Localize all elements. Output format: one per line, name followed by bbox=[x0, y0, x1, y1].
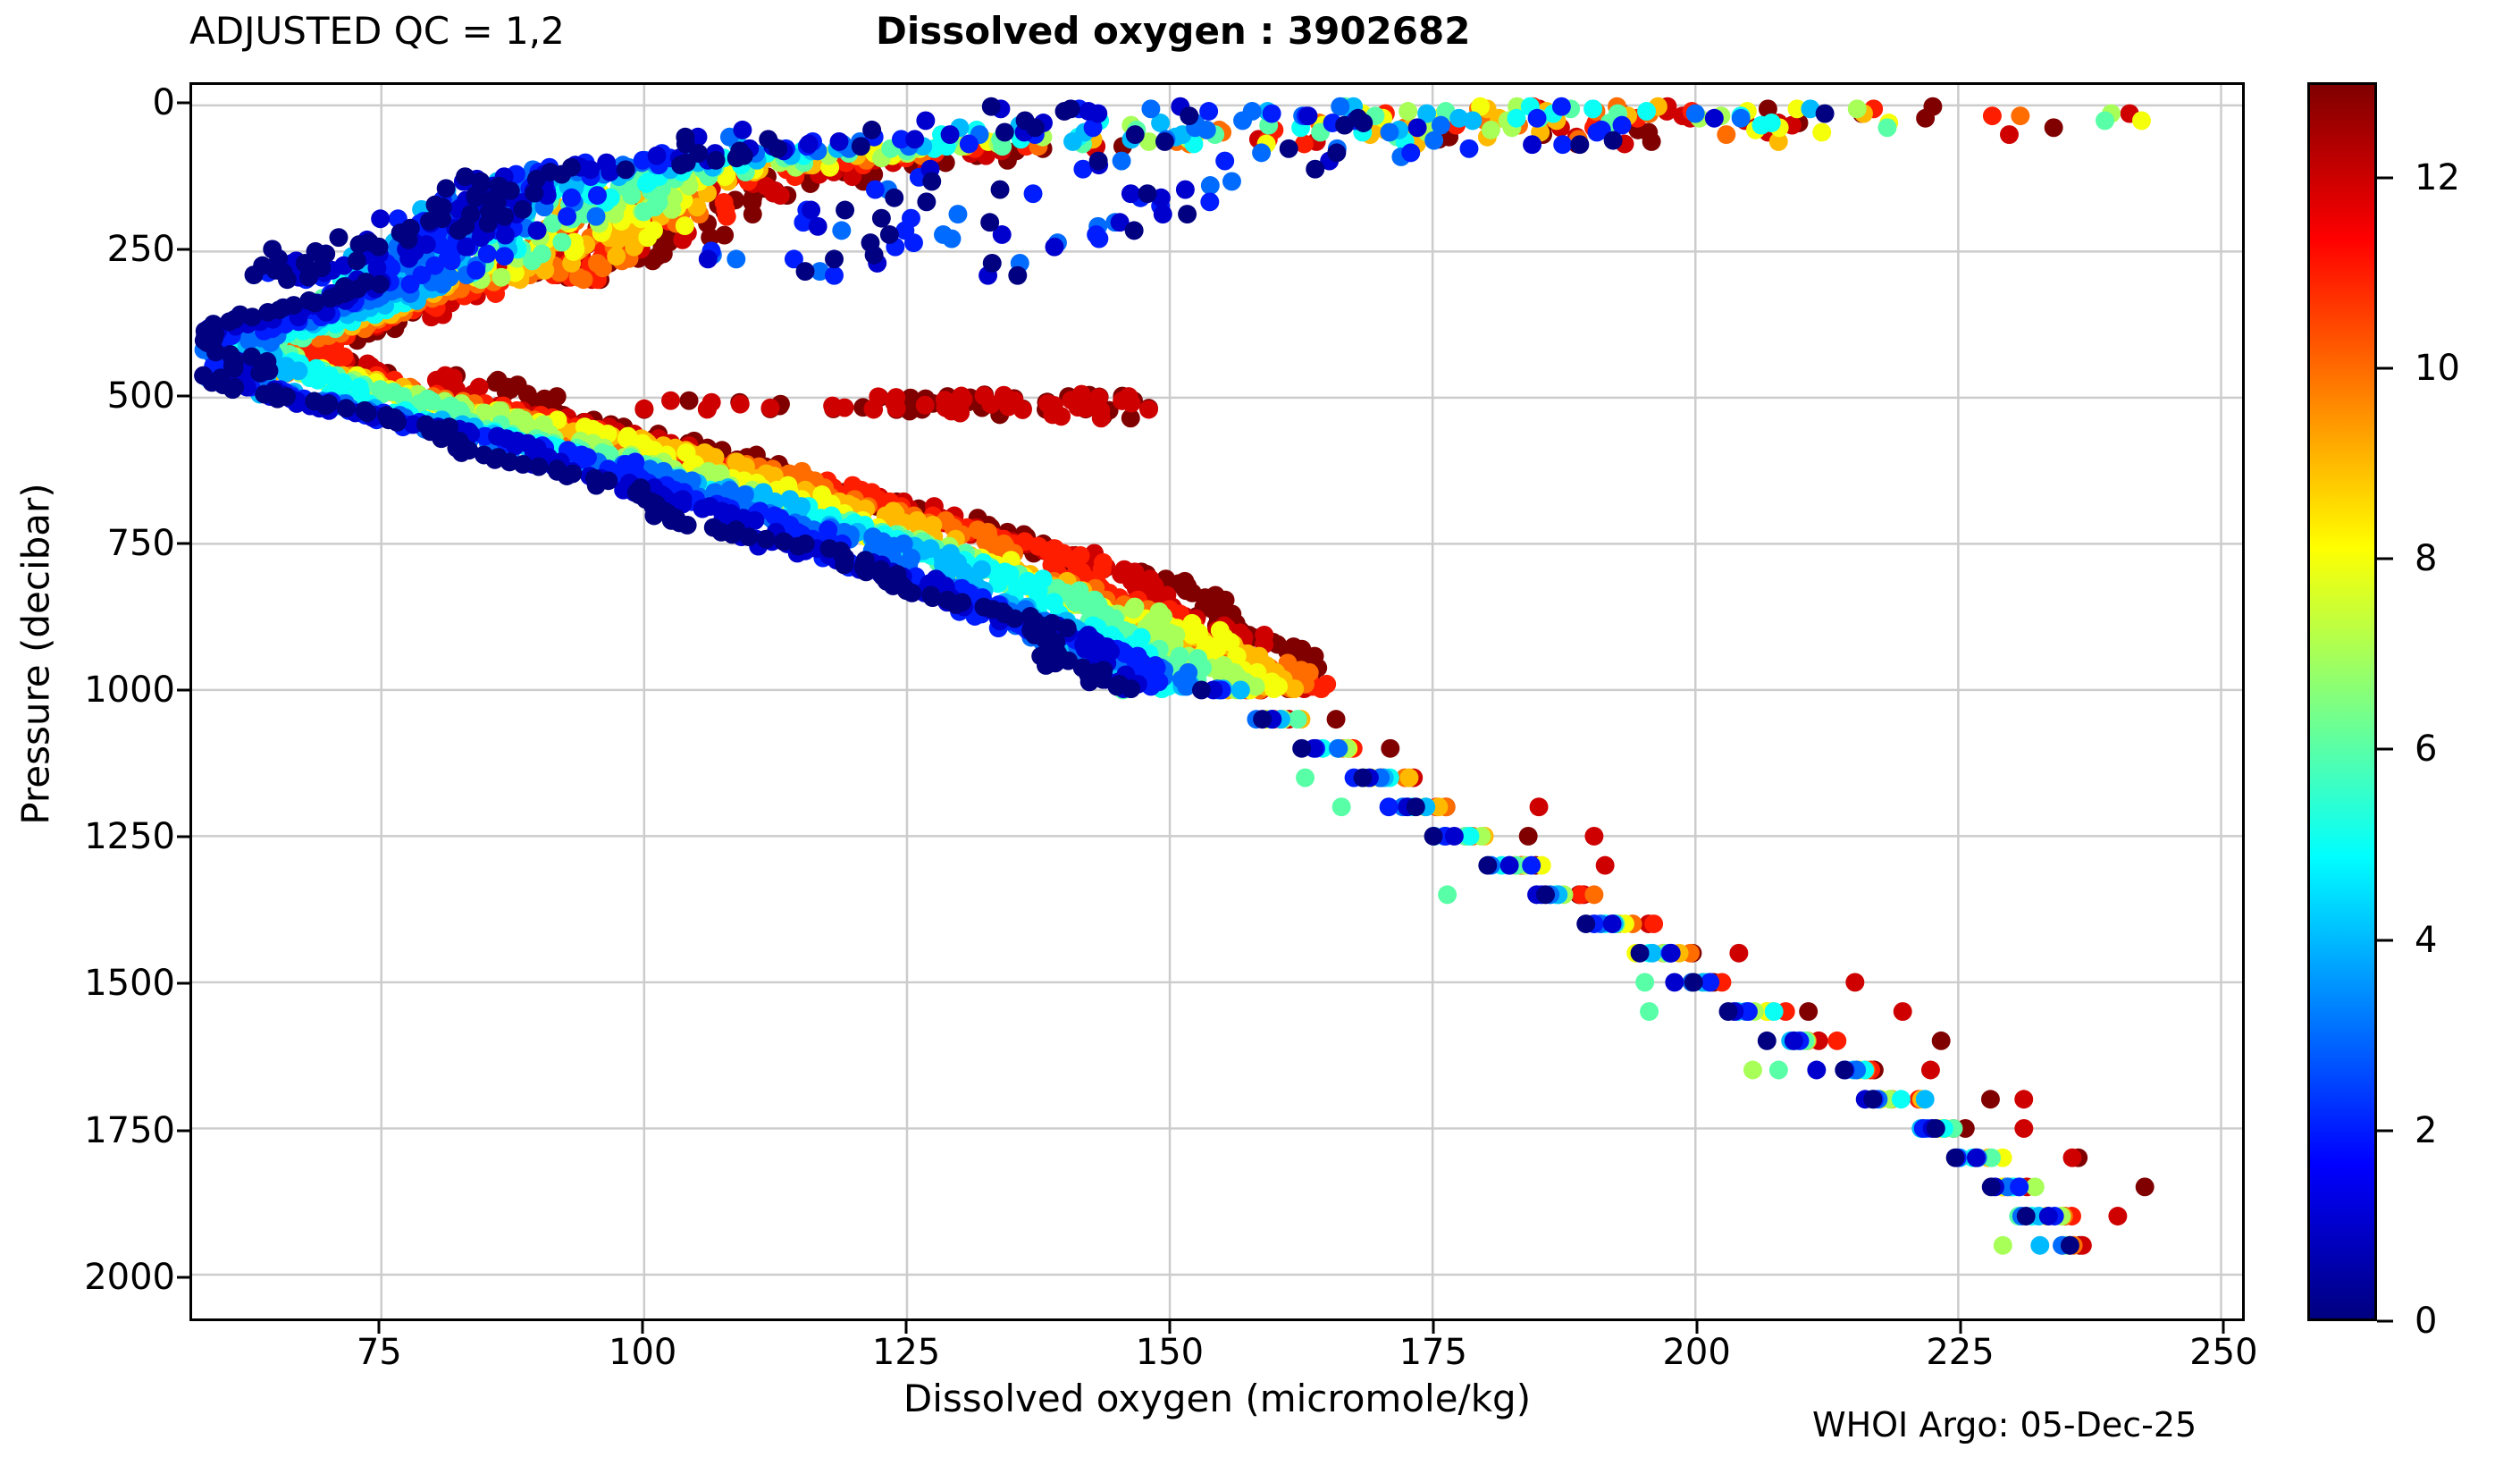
y-tick-mark bbox=[177, 248, 189, 251]
x-axis-label: Dissolved oxygen (micromole/kg) bbox=[903, 1377, 1532, 1420]
colorbar-tick-label: 8 bbox=[2415, 538, 2438, 580]
y-tick-label: 1750 bbox=[84, 1109, 175, 1151]
colorbar-tick-mark bbox=[2377, 366, 2393, 370]
colorbar-tick-mark bbox=[2377, 1319, 2393, 1323]
x-tick-mark bbox=[1168, 1321, 1172, 1334]
x-tick-mark bbox=[1959, 1321, 1962, 1334]
colorbar-tick-label: 4 bbox=[2415, 919, 2438, 961]
y-axis-ticklabels: 0 250 500 750 1000 1250 1500 1750 2000 bbox=[0, 82, 177, 1321]
scatter-points bbox=[194, 97, 2155, 1255]
y-tick-mark bbox=[177, 542, 189, 545]
qc-annotation: ADJUSTED QC = 1,2 bbox=[189, 9, 565, 53]
x-tick-mark bbox=[1432, 1321, 1435, 1334]
colorbar-gradient bbox=[2310, 85, 2374, 1318]
x-tick-mark bbox=[377, 1321, 381, 1334]
x-tick-label: 150 bbox=[1135, 1332, 1205, 1373]
y-tick-label: 0 bbox=[152, 81, 175, 123]
y-tick-label: 250 bbox=[106, 229, 175, 271]
x-tick-label: 100 bbox=[608, 1332, 677, 1373]
x-tick-label: 75 bbox=[356, 1332, 402, 1373]
y-axis-label: Pressure (decibar) bbox=[13, 483, 58, 825]
x-tick-mark bbox=[2222, 1321, 2225, 1334]
x-tick-label: 200 bbox=[1662, 1332, 1731, 1373]
y-tick-mark bbox=[177, 688, 189, 692]
x-tick-label: 175 bbox=[1399, 1332, 1467, 1373]
colorbar bbox=[2307, 82, 2377, 1321]
y-tick-mark bbox=[177, 835, 189, 838]
colorbar-ticklabels: 0 2 4 6 8 10 12 bbox=[2377, 82, 2511, 1342]
colorbar-tick-mark bbox=[2377, 1129, 2393, 1133]
y-tick-label: 2000 bbox=[84, 1256, 175, 1298]
x-tick-label: 225 bbox=[1926, 1332, 1995, 1373]
y-tick-mark bbox=[177, 394, 189, 398]
x-tick-mark bbox=[1695, 1321, 1699, 1334]
x-axis-ticklabels: 75 100 125 150 175 200 225 250 bbox=[189, 1327, 2258, 1380]
colorbar-tick-label: 12 bbox=[2415, 156, 2460, 198]
x-tick-mark bbox=[641, 1321, 644, 1334]
page-title: Dissolved oxygen : 3902682 bbox=[876, 9, 1471, 53]
colorbar-tick-label: 2 bbox=[2415, 1109, 2438, 1151]
y-tick-label: 1250 bbox=[84, 816, 175, 858]
colorbar-tick-mark bbox=[2377, 557, 2393, 560]
x-tick-label: 125 bbox=[871, 1332, 941, 1373]
y-tick-label: 1000 bbox=[84, 669, 175, 711]
plot-axes bbox=[189, 82, 2245, 1321]
colorbar-tick-label: 10 bbox=[2415, 347, 2460, 389]
colorbar-tick-label: 0 bbox=[2415, 1301, 2438, 1342]
colorbar-tick-label: 6 bbox=[2415, 729, 2438, 771]
y-tick-label: 500 bbox=[106, 375, 175, 417]
x-tick-label: 250 bbox=[2189, 1332, 2258, 1373]
y-axis-tickmarks bbox=[0, 82, 189, 1321]
y-tick-mark bbox=[177, 981, 189, 985]
credit-annotation: WHOI Argo: 05-Dec-25 bbox=[1812, 1405, 2197, 1445]
colorbar-tick-mark bbox=[2377, 939, 2393, 942]
y-tick-mark bbox=[177, 101, 189, 105]
y-tick-mark bbox=[177, 1129, 189, 1133]
y-tick-mark bbox=[177, 1276, 189, 1279]
x-tick-mark bbox=[904, 1321, 908, 1334]
colorbar-tick-mark bbox=[2377, 176, 2393, 180]
y-tick-label: 750 bbox=[106, 522, 175, 564]
y-tick-label: 1500 bbox=[84, 963, 175, 1005]
x-axis-tickmarks bbox=[189, 1321, 2245, 1339]
colorbar-tick-mark bbox=[2377, 747, 2393, 751]
